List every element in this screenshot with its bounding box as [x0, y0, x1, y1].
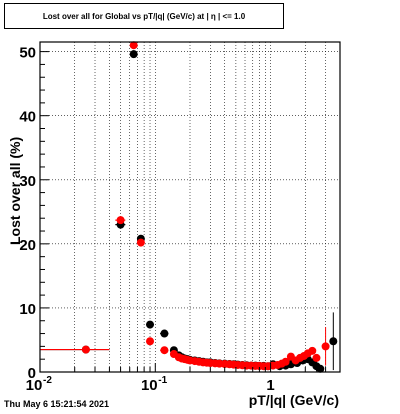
y-tick-label: 50 — [19, 45, 36, 62]
data-series — [40, 41, 338, 373]
x-axis-label: pT/|q| (GeV/c) — [249, 392, 339, 408]
chart-title: Lost over all for Global vs pT/|q| (GeV/… — [42, 11, 246, 21]
x-tick-label-exponent: -2 — [43, 375, 52, 386]
y-tick-label: 20 — [19, 237, 36, 254]
y-tick-label: 0 — [28, 365, 36, 382]
x-tick-label: 10 — [141, 377, 158, 394]
y-tick-label: 40 — [19, 109, 36, 126]
x-tick-label-exponent: -1 — [158, 375, 167, 386]
y-axis-label: Lost over all (%) — [7, 137, 23, 245]
y-tick-label: 10 — [19, 301, 36, 318]
data-point — [116, 216, 125, 225]
data-point — [160, 329, 169, 338]
series-black — [40, 50, 338, 373]
data-point — [81, 345, 90, 354]
data-point — [329, 337, 338, 346]
data-point — [316, 364, 325, 373]
data-point — [312, 353, 321, 362]
y-tick-label: 30 — [19, 173, 36, 190]
data-point — [129, 50, 138, 59]
series-red — [40, 41, 330, 371]
data-point — [321, 342, 330, 351]
data-point — [160, 346, 169, 355]
x-tick-label: 10 — [26, 377, 43, 394]
data-point — [129, 41, 138, 50]
data-point — [146, 320, 155, 329]
chart-title-box: Lost over all for Global vs pT/|q| (GeV/… — [4, 3, 284, 29]
grid-lines — [39, 42, 341, 373]
data-point — [281, 357, 290, 366]
timestamp: Thu May 6 15:21:54 2021 — [4, 399, 110, 409]
data-point — [136, 238, 145, 247]
data-point — [146, 337, 155, 346]
data-point — [308, 346, 317, 355]
x-tick-label: 1 — [266, 377, 274, 394]
